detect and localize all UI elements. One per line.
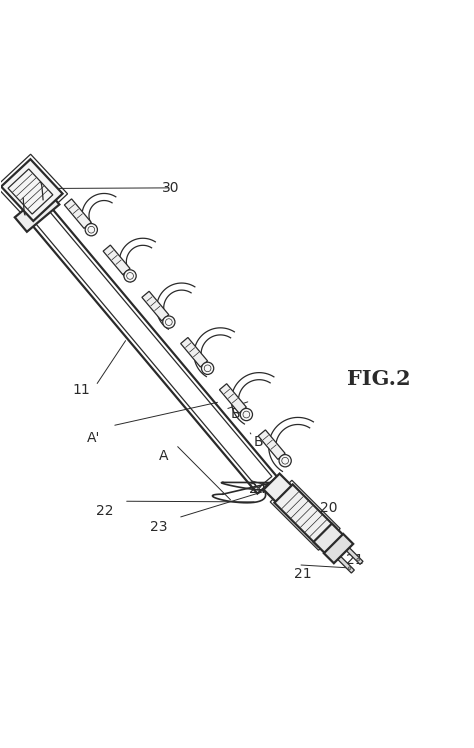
Polygon shape <box>313 524 344 554</box>
Circle shape <box>240 408 253 420</box>
Text: 21: 21 <box>294 567 312 581</box>
Circle shape <box>348 567 351 570</box>
Text: 30: 30 <box>162 181 180 195</box>
Text: 11: 11 <box>73 384 91 397</box>
Text: B: B <box>254 435 263 450</box>
Polygon shape <box>258 430 285 459</box>
Polygon shape <box>338 557 355 573</box>
Polygon shape <box>219 384 246 413</box>
Circle shape <box>201 362 214 375</box>
Polygon shape <box>324 534 353 563</box>
Polygon shape <box>264 473 293 503</box>
Circle shape <box>85 224 98 236</box>
Text: 24: 24 <box>249 482 267 497</box>
Text: A: A <box>159 450 169 464</box>
Circle shape <box>357 558 360 561</box>
Text: 22: 22 <box>96 503 114 518</box>
Text: B': B' <box>230 407 244 421</box>
Text: 23: 23 <box>151 520 168 534</box>
Polygon shape <box>103 245 130 275</box>
Circle shape <box>279 455 291 467</box>
Text: FIG.2: FIG.2 <box>346 369 410 389</box>
Polygon shape <box>274 485 336 546</box>
Polygon shape <box>142 291 169 321</box>
Polygon shape <box>1 159 63 221</box>
Circle shape <box>124 270 136 282</box>
Polygon shape <box>64 199 91 228</box>
Polygon shape <box>346 548 363 565</box>
Text: A': A' <box>87 431 100 444</box>
Polygon shape <box>15 190 59 232</box>
Circle shape <box>163 316 175 328</box>
Polygon shape <box>181 337 208 367</box>
Text: 20: 20 <box>320 501 337 515</box>
Text: 21: 21 <box>346 553 364 567</box>
